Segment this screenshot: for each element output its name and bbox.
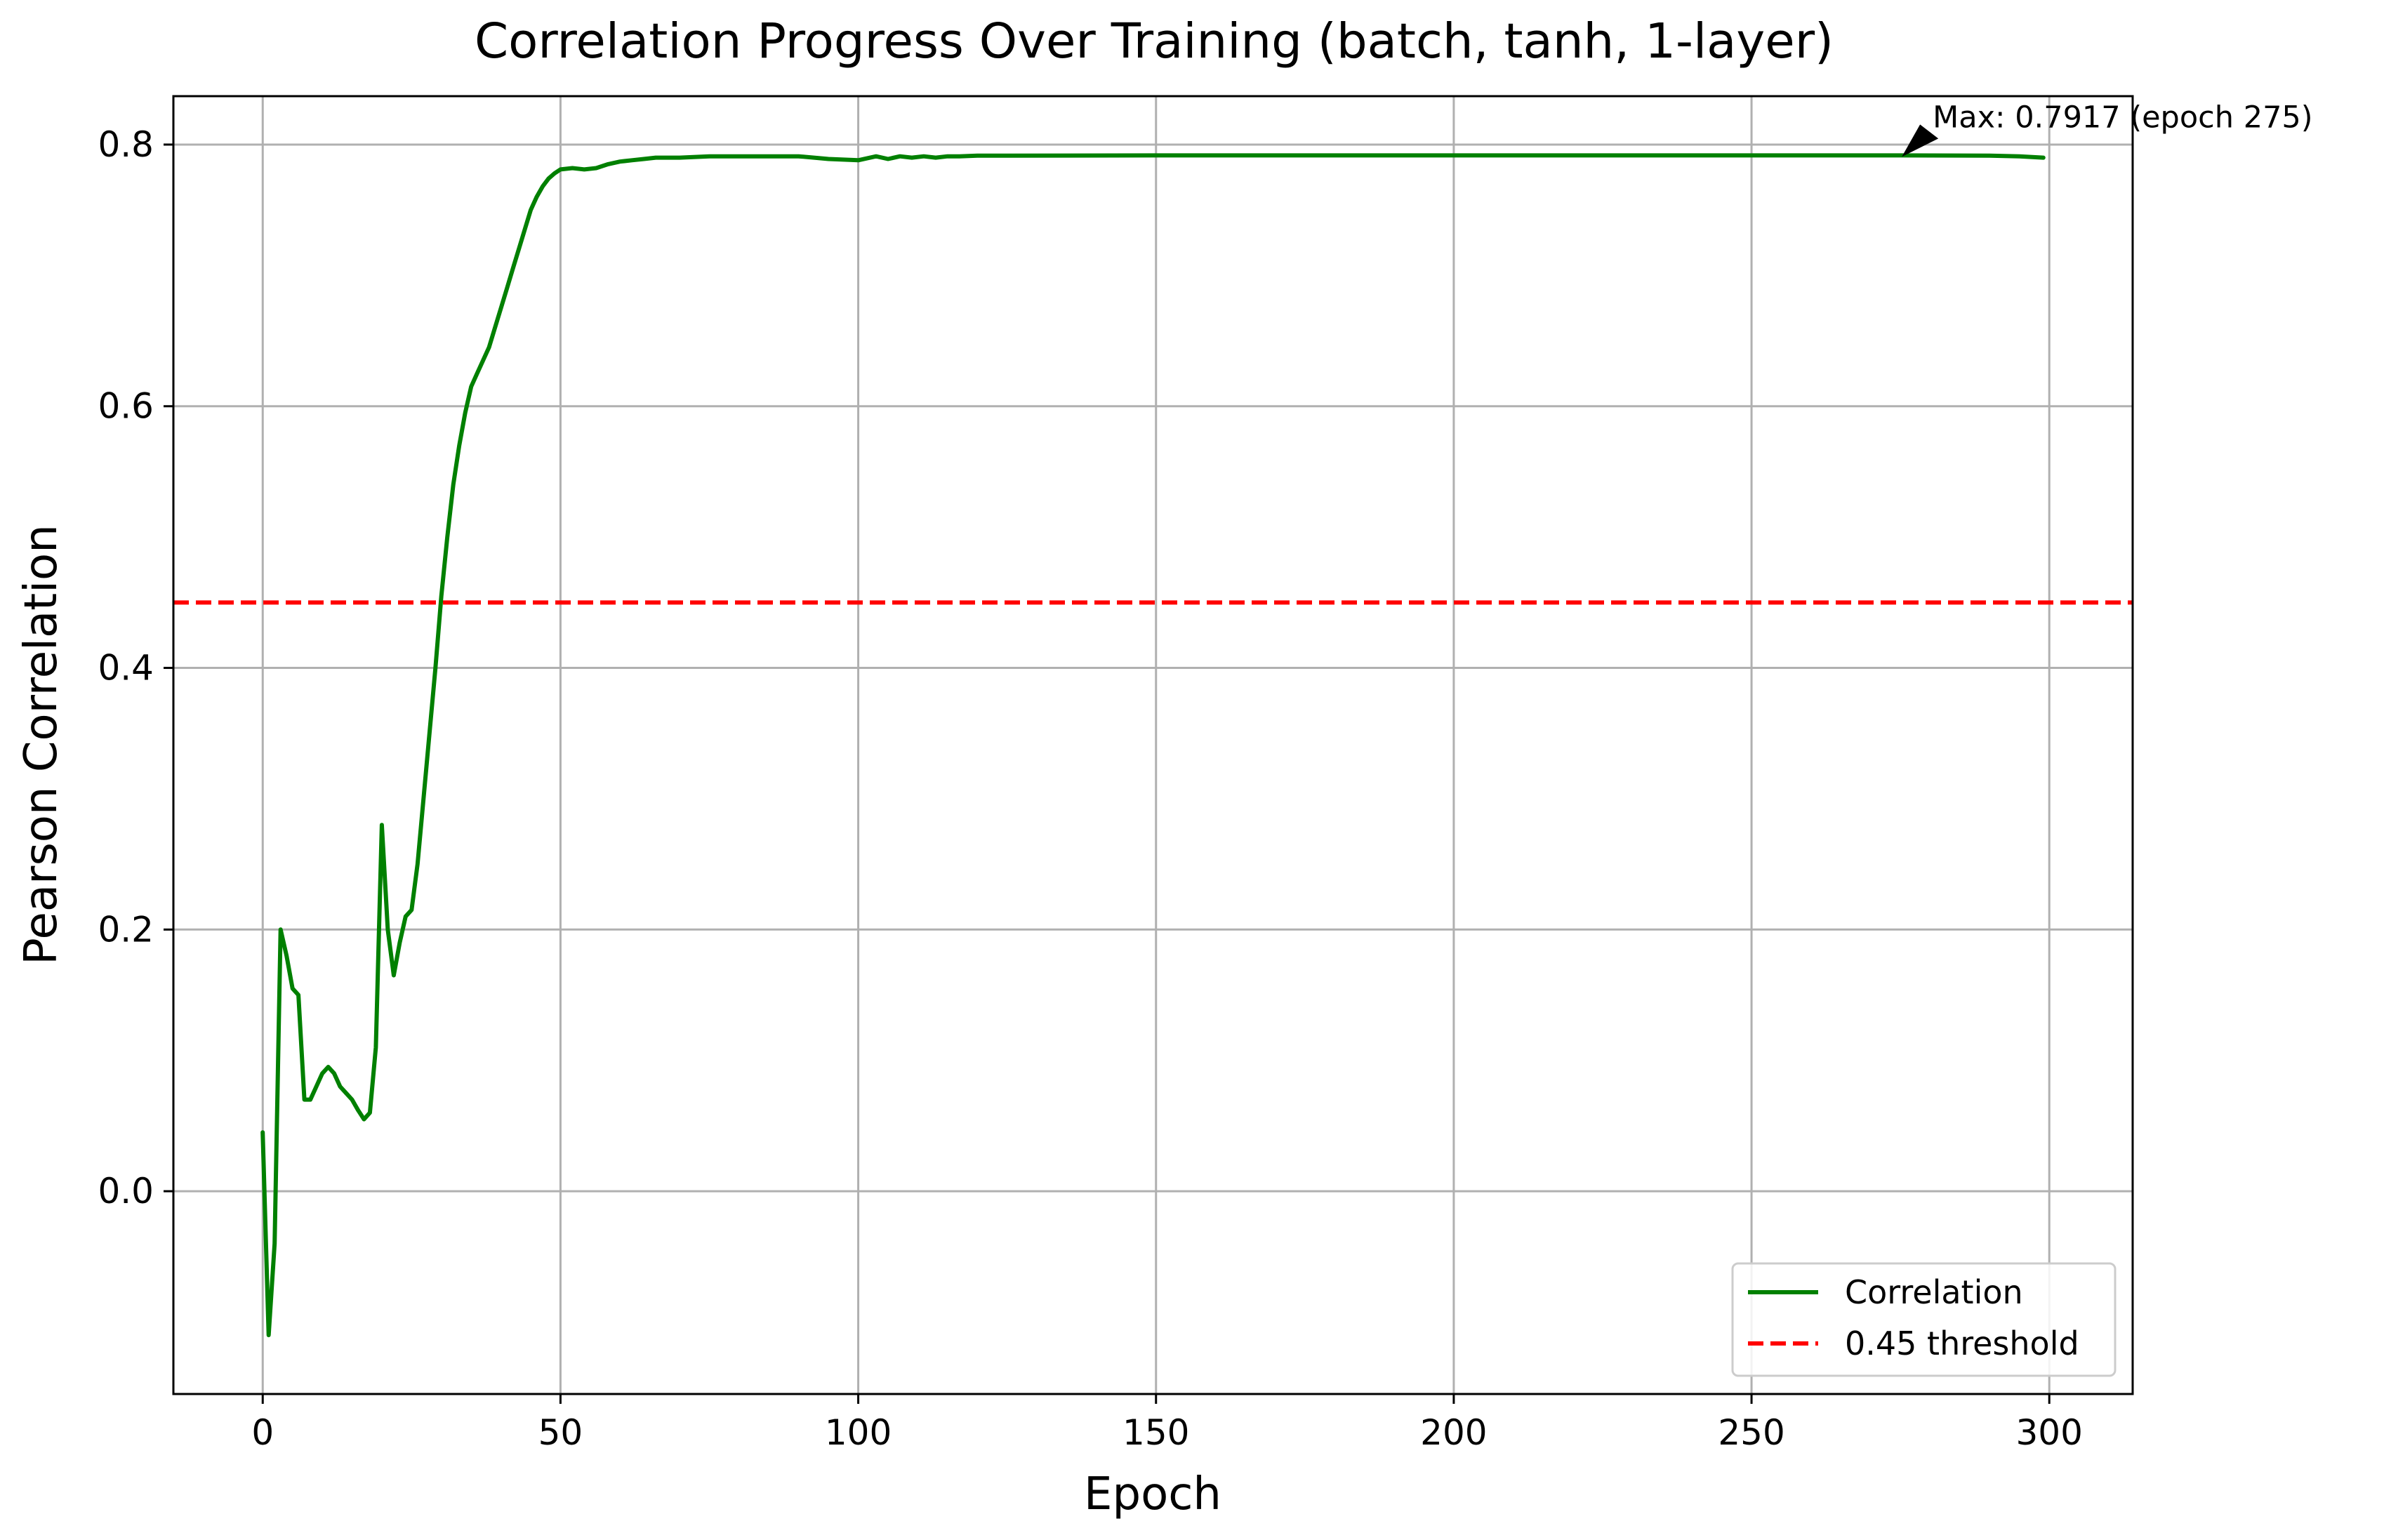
x-axis-label: Epoch <box>1084 1468 1221 1520</box>
x-tick-label: 300 <box>2016 1412 2083 1453</box>
y-tick-label: 0.4 <box>98 648 154 689</box>
y-tick-label: 0.8 <box>98 124 154 165</box>
y-tick-label: 0.2 <box>98 909 154 950</box>
legend-label-threshold: 0.45 threshold <box>1845 1325 2079 1362</box>
annotation-text: Max: 0.7917 (epoch 275) <box>1933 100 2312 135</box>
max-annotation: Max: 0.7917 (epoch 275) <box>1902 100 2313 157</box>
grid-lines <box>173 96 2133 1394</box>
x-tick-label: 250 <box>1718 1412 1784 1453</box>
annotation-arrow-icon <box>1902 124 1939 157</box>
chart-title: Correlation Progress Over Training (batc… <box>475 13 1834 69</box>
legend: Correlation 0.45 threshold <box>1731 1262 2117 1377</box>
x-tick-label: 0 <box>251 1412 274 1453</box>
y-tick-label: 0.6 <box>98 386 154 427</box>
series-layer <box>260 153 2046 1338</box>
y-tick-label: 0.0 <box>98 1171 154 1212</box>
legend-label-correlation: Correlation <box>1845 1273 2023 1311</box>
plot-area-frame <box>172 95 2134 1395</box>
x-tick-label: 100 <box>825 1412 892 1453</box>
legend-box <box>1731 1262 2117 1377</box>
correlation-line <box>260 153 2046 1338</box>
axis-ticks: 0 50 100 150 200 250 300 0.0 0.2 0.4 0.6 0.8 <box>98 124 2082 1453</box>
x-tick-label: 200 <box>1420 1412 1487 1453</box>
x-tick-label: 50 <box>538 1412 583 1453</box>
x-tick-label: 150 <box>1122 1412 1189 1453</box>
y-axis-label: Pearson Correlation <box>15 524 67 965</box>
